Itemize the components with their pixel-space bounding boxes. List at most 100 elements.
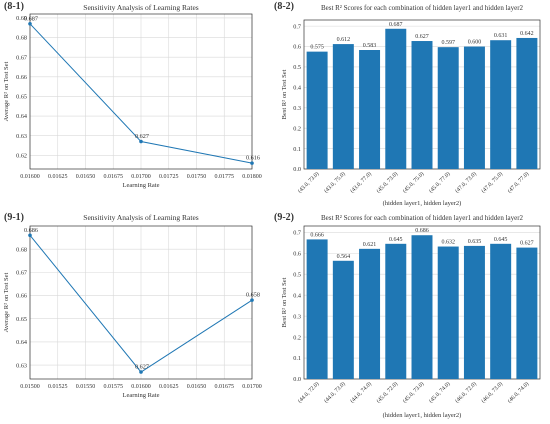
x-tick-label: 0.01525 [48,384,68,390]
x-tick-label: 0.01500 [20,384,40,390]
bar [306,51,328,169]
data-label: 0.627 [135,133,149,140]
data-label: 0.621 [363,242,377,248]
y-axis-label: Average R² on Test Set [3,61,10,121]
y-tick-label: 0.64 [16,339,27,346]
y-tick-label: 0.68 [16,35,27,42]
y-tick-label: 0.65 [16,316,27,323]
x-tick-label: 0.01700 [242,384,262,390]
y-tick-label: 0.67 [16,270,27,277]
x-tick-label: 0.01775 [215,174,235,180]
panel-label: (8-1) [4,1,24,12]
chart-title: Best R² Scores for each combination of h… [321,4,524,12]
data-label: 0.631 [494,33,508,39]
x-tick-label: (45.0, 75.0) [401,170,425,194]
x-tick-label: 0.01650 [76,174,96,180]
bar [332,44,354,169]
y-tick-label: 0.6 [293,44,301,51]
y-tick-label: 0.7 [293,23,301,30]
y-axis-label: Best R² on Test Set [281,69,288,119]
y-tick-label: 0.7 [293,229,301,236]
data-point [139,139,143,144]
y-tick-label: 0.4 [293,292,301,299]
x-tick-label: (43.0, 73.0) [296,170,320,194]
data-label: 0.686 [24,227,38,234]
data-point [250,161,254,165]
y-tick-label: 0.67 [16,54,27,61]
data-label: 0.642 [520,31,534,37]
bar [516,247,538,379]
x-tick-label: (43.0, 77.0) [349,170,373,194]
x-tick-label: 0.01725 [159,174,179,180]
panel-label: (8-2) [274,1,294,12]
x-tick-label: (44.0, 74.0) [349,380,373,404]
data-label: 0.658 [246,292,260,299]
chart-title: Sensitivity Analysis of Learning Rates [83,213,198,222]
bar [437,246,459,379]
data-label: 0.687 [24,15,38,22]
y-axis-label: Best R² on Test Set [281,277,288,327]
bar [359,50,381,170]
y-tick-label: 0.3 [293,105,301,112]
bar [463,245,485,379]
bar [359,248,381,379]
y-tick-label: 0.2 [293,334,301,341]
y-tick-label: 0.5 [293,64,301,71]
x-tick-label: (44.0, 73.0) [323,380,347,404]
data-label: 0.686 [415,228,429,234]
x-axis-label: (hidden layer1, hidden layer2) [383,412,462,419]
bar [306,239,328,379]
y-tick-label: 0.3 [293,313,301,320]
panel-p82: (8-2) Best R² Scores for each combination… [274,1,541,207]
x-tick-label: 0.01550 [76,384,96,390]
data-label: 0.635 [468,239,482,245]
y-tick-label: 0.0 [293,166,301,173]
data-point [250,298,254,302]
panel-p92: (9-2) Best R² Scores for each combination… [274,212,541,419]
data-point [28,22,32,26]
x-tick-label: (47.0, 77.0) [506,170,530,194]
x-tick-label: (45.0, 73.0) [375,170,399,194]
data-point [139,370,143,374]
chart-title: Best R² Scores for each combination of h… [321,214,524,222]
panel-label: (9-1) [4,212,24,223]
y-tick-label: 0.4 [293,85,301,92]
x-tick-label: (46.0, 72.0) [454,380,478,404]
plot-frame [29,13,253,170]
x-tick-label: 0.01650 [187,384,207,390]
bar [463,46,485,169]
x-tick-label: 0.01750 [187,174,207,180]
bar [411,235,433,379]
y-tick-label: 0.63 [16,362,27,369]
data-label: 0.583 [363,43,377,49]
y-axis-label: Average R² on Test Set [3,272,10,332]
data-label: 0.627 [415,34,429,40]
bar [490,40,512,169]
data-label: 0.645 [494,237,508,243]
bar [385,243,407,379]
y-tick-label: 0.6 [293,250,301,257]
y-tick-label: 0.68 [16,246,27,253]
x-axis-label: Learning Rate [123,182,160,189]
bar [437,47,459,169]
bar [332,260,354,379]
x-tick-label: (45.0, 77.0) [428,170,452,194]
x-tick-label: (45.0, 74.0) [428,380,452,404]
data-label: 0.687 [389,22,403,28]
x-tick-label: (46.0, 74.0) [506,380,530,404]
x-tick-label: 0.01675 [215,384,235,390]
x-tick-label: 0.01625 [48,174,68,180]
x-tick-label: 0.01625 [159,384,179,390]
y-tick-label: 0.66 [16,74,27,81]
y-tick-label: 0.0 [293,376,301,383]
bar [490,243,512,379]
x-tick-label: 0.01800 [242,174,262,180]
y-tick-label: 0.64 [16,113,27,120]
x-tick-label: 0.01700 [131,174,151,180]
y-tick-label: 0.62 [16,152,27,159]
data-label: 0.612 [337,37,351,43]
panel-label: (9-2) [274,212,294,223]
data-label: 0.564 [337,254,351,260]
bar [516,37,538,170]
